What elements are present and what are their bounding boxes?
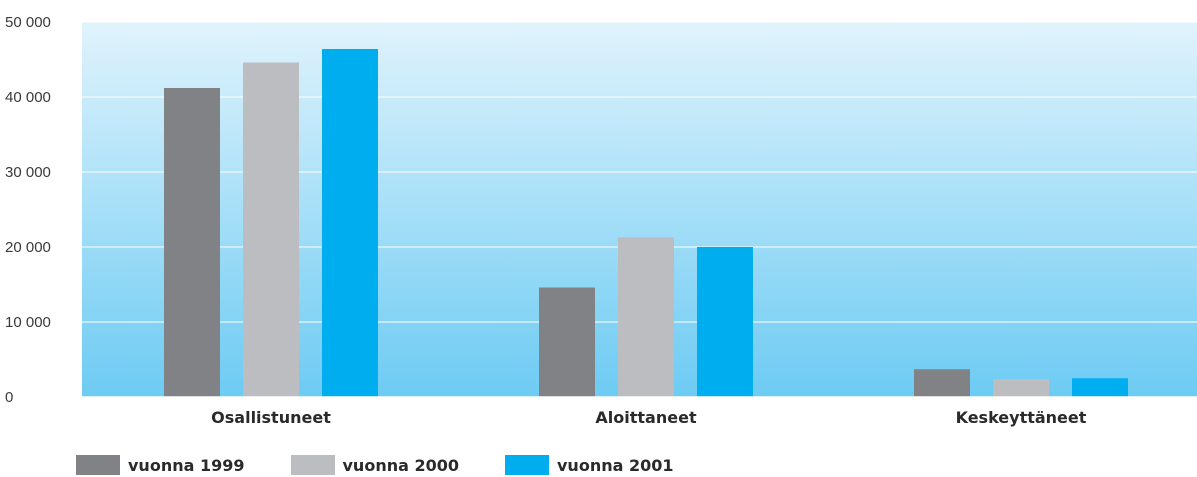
legend-swatch: [76, 455, 120, 475]
category-label: Osallistuneet: [211, 408, 331, 427]
legend-item: vuonna 1999: [76, 455, 245, 475]
bar-2-1: [697, 247, 753, 397]
category-label: Aloittaneet: [595, 408, 697, 427]
bar-0-2: [914, 369, 970, 397]
legend-label: vuonna 1999: [128, 455, 245, 475]
bar-1-1: [618, 237, 674, 397]
y-tick-label: 30 000: [5, 164, 51, 181]
legend-swatch: [290, 455, 335, 475]
x-axis: Osallistuneet Aloittaneet Keskeyttäneet: [211, 408, 1087, 427]
bar-0-1: [539, 287, 595, 397]
legend-item: vuonna 2001: [505, 455, 674, 475]
category-label: Keskeyttäneet: [956, 408, 1087, 427]
bar-1-2: [993, 379, 1049, 397]
bar-1-0: [243, 62, 299, 397]
y-tick-label: 40 000: [5, 89, 51, 106]
y-tick-label: 50 000: [5, 14, 51, 31]
bar-2-0: [322, 49, 378, 397]
bar-0-0: [164, 88, 220, 397]
legend: vuonna 1999 vuonna 2000 vuonna 2001: [76, 455, 720, 475]
legend-label: vuonna 2000: [342, 455, 460, 475]
legend-swatch: [505, 455, 549, 475]
y-tick-label: 10 000: [5, 314, 51, 331]
bars: [164, 49, 1128, 397]
legend-item: vuonna 2000: [290, 455, 460, 475]
bar-2-2: [1072, 378, 1128, 397]
bar-chart: 0 10 000 20 000 30 000 40 000 50 000 Osallist…: [5, 14, 1197, 427]
legend-label: vuonna 2001: [557, 455, 674, 475]
y-tick-label: 20 000: [5, 239, 51, 256]
y-axis: 0 10 000 20 000 30 000 40 000 50 000: [5, 14, 51, 406]
y-tick-label: 0: [5, 389, 13, 406]
